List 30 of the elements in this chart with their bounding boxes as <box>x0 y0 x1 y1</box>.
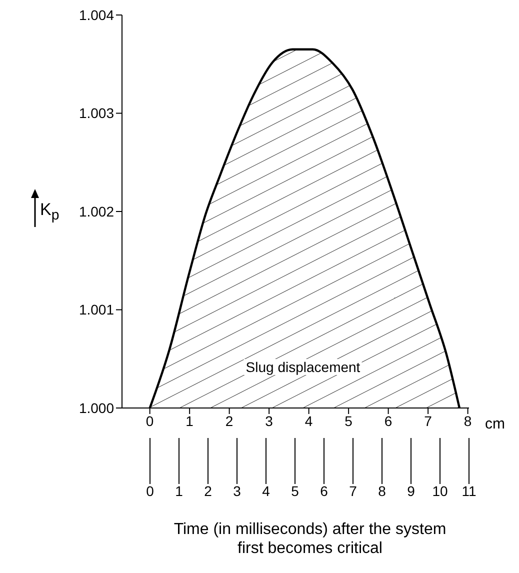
x2-tick-label: 7 <box>349 482 358 499</box>
x-tick-label: 0 <box>146 412 154 429</box>
x2-tick-label: 4 <box>262 482 270 499</box>
x-tick-label: 7 <box>424 412 432 429</box>
x2-tick-label: 11 <box>462 482 476 499</box>
y-tick-label: 1.001 <box>78 302 114 318</box>
x-tick-label: 4 <box>304 412 313 429</box>
y-tick-label: 1.004 <box>78 6 114 23</box>
x2-tick-label: 10 <box>432 482 448 499</box>
x-tick-label: 8 <box>464 412 472 429</box>
x2-tick-label: 8 <box>378 482 386 499</box>
y-tick-label: 1.000 <box>78 400 114 416</box>
x2-tick-label: 0 <box>146 482 154 499</box>
x-axis-title: cm <box>485 415 505 432</box>
x-tick-label: 5 <box>344 412 353 429</box>
x-tick-label: 2 <box>225 412 234 429</box>
x2-tick-label: 1 <box>175 482 184 499</box>
x2-tick-label: 5 <box>291 482 300 499</box>
x2-tick-label: 9 <box>407 482 416 499</box>
x2-tick-label: 6 <box>320 482 328 499</box>
x-tick-label: 6 <box>384 412 392 429</box>
x-tick-label: 3 <box>265 412 274 429</box>
x2-tick-label: 2 <box>204 482 212 499</box>
x2-tick-label: 3 <box>233 482 242 499</box>
annotation: Slug displacement <box>244 359 362 375</box>
x-tick-label: 1 <box>186 412 194 429</box>
y-tick-label: 1.002 <box>78 203 114 220</box>
y-tick-label: 1.003 <box>78 105 114 122</box>
x2-axis-title: Time (in milliseconds) after the system first becomes critical <box>172 520 448 558</box>
y-axis-title: K$_{p}$ <box>40 200 60 224</box>
